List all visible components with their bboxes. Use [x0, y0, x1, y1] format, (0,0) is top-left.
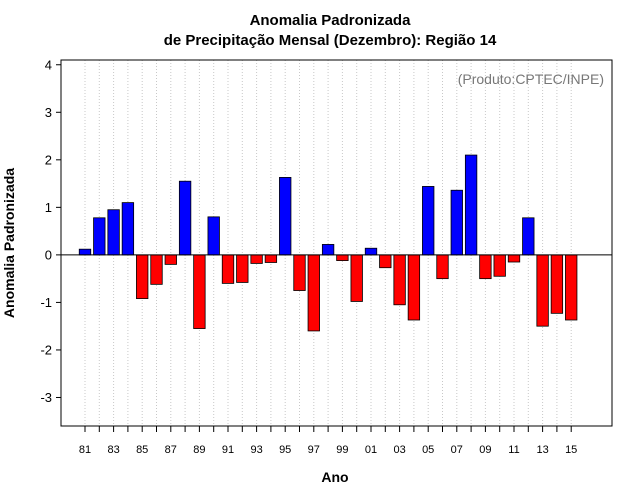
- bar: [321, 244, 335, 256]
- x-tick-label: 15: [565, 444, 577, 456]
- bar: [422, 186, 435, 256]
- y-tick-label: -3: [40, 390, 52, 405]
- y-axis-label: Anomalia Padronizada: [1, 168, 17, 318]
- bar: [407, 254, 421, 321]
- bar: [565, 254, 578, 321]
- x-tick-label: 85: [136, 444, 148, 456]
- y-tick-label: 0: [45, 247, 52, 262]
- x-tick-label: 87: [165, 444, 177, 456]
- bar: [350, 254, 363, 302]
- bar: [493, 254, 506, 277]
- chart-subtitle: de Precipitação Mensal (Dezembro): Regiã…: [164, 32, 497, 49]
- x-tick-label: 05: [422, 444, 434, 456]
- x-axis: 81 83 85 87 89 91 93 95 97 99 01 03 05 07 09 11 13 15: [79, 426, 577, 456]
- bar: [221, 254, 235, 284]
- bar: [450, 189, 463, 256]
- bar: [107, 209, 120, 256]
- x-tick-label: 99: [336, 444, 348, 456]
- x-tick-label: 93: [250, 444, 262, 456]
- y-tick-label: 1: [45, 200, 52, 215]
- bar: [536, 254, 549, 327]
- plot-frame: [60, 59, 613, 427]
- bar: [93, 217, 106, 256]
- x-tick-label: 83: [107, 444, 119, 456]
- bar: [507, 254, 521, 263]
- x-axis-label: Ano: [321, 469, 348, 485]
- bar: [522, 217, 535, 256]
- bar: [150, 254, 163, 285]
- bar: [136, 254, 149, 300]
- bar: [178, 180, 192, 256]
- x-tick-label: 81: [79, 444, 91, 456]
- bar: [479, 254, 492, 280]
- chart-title: Anomalia Padronizada: [250, 12, 412, 29]
- bar: [236, 254, 249, 283]
- y-tick-label: 3: [45, 105, 52, 120]
- y-tick-label: -2: [40, 342, 52, 357]
- x-tick-label: 13: [536, 444, 548, 456]
- y-tick-label: -1: [40, 295, 52, 310]
- x-tick-label: 97: [308, 444, 320, 456]
- bar: [393, 254, 406, 306]
- bar: [293, 254, 306, 291]
- x-tick-label: 95: [279, 444, 291, 456]
- gridlines: [84, 60, 572, 426]
- x-tick-label: 09: [479, 444, 491, 456]
- x-tick-label: 03: [393, 444, 405, 456]
- bar: [307, 254, 320, 332]
- y-tick-label: 2: [45, 152, 52, 167]
- bar: [364, 247, 378, 256]
- bar: [336, 254, 349, 261]
- bar: [550, 254, 564, 314]
- y-tick-label: 4: [45, 57, 52, 72]
- bar: [279, 177, 292, 256]
- x-tick-label: 01: [365, 444, 377, 456]
- bar: [436, 254, 449, 280]
- x-tick-label: 07: [451, 444, 463, 456]
- bar: [264, 254, 278, 263]
- source-annotation: (Produto:CPTEC/INPE): [458, 71, 604, 87]
- bar: [78, 248, 92, 256]
- x-tick-label: 89: [193, 444, 205, 456]
- x-tick-label: 91: [222, 444, 234, 456]
- bar: [121, 202, 135, 256]
- bar: [250, 254, 263, 264]
- bar: [379, 254, 392, 269]
- bar: [164, 254, 177, 265]
- bar: [193, 254, 206, 329]
- y-axis: -3 -2 -1 0 1 2 3 4: [40, 57, 61, 405]
- bar: [464, 154, 478, 256]
- x-tick-label: 11: [508, 444, 519, 456]
- bars: [78, 154, 578, 332]
- bar: [207, 216, 220, 256]
